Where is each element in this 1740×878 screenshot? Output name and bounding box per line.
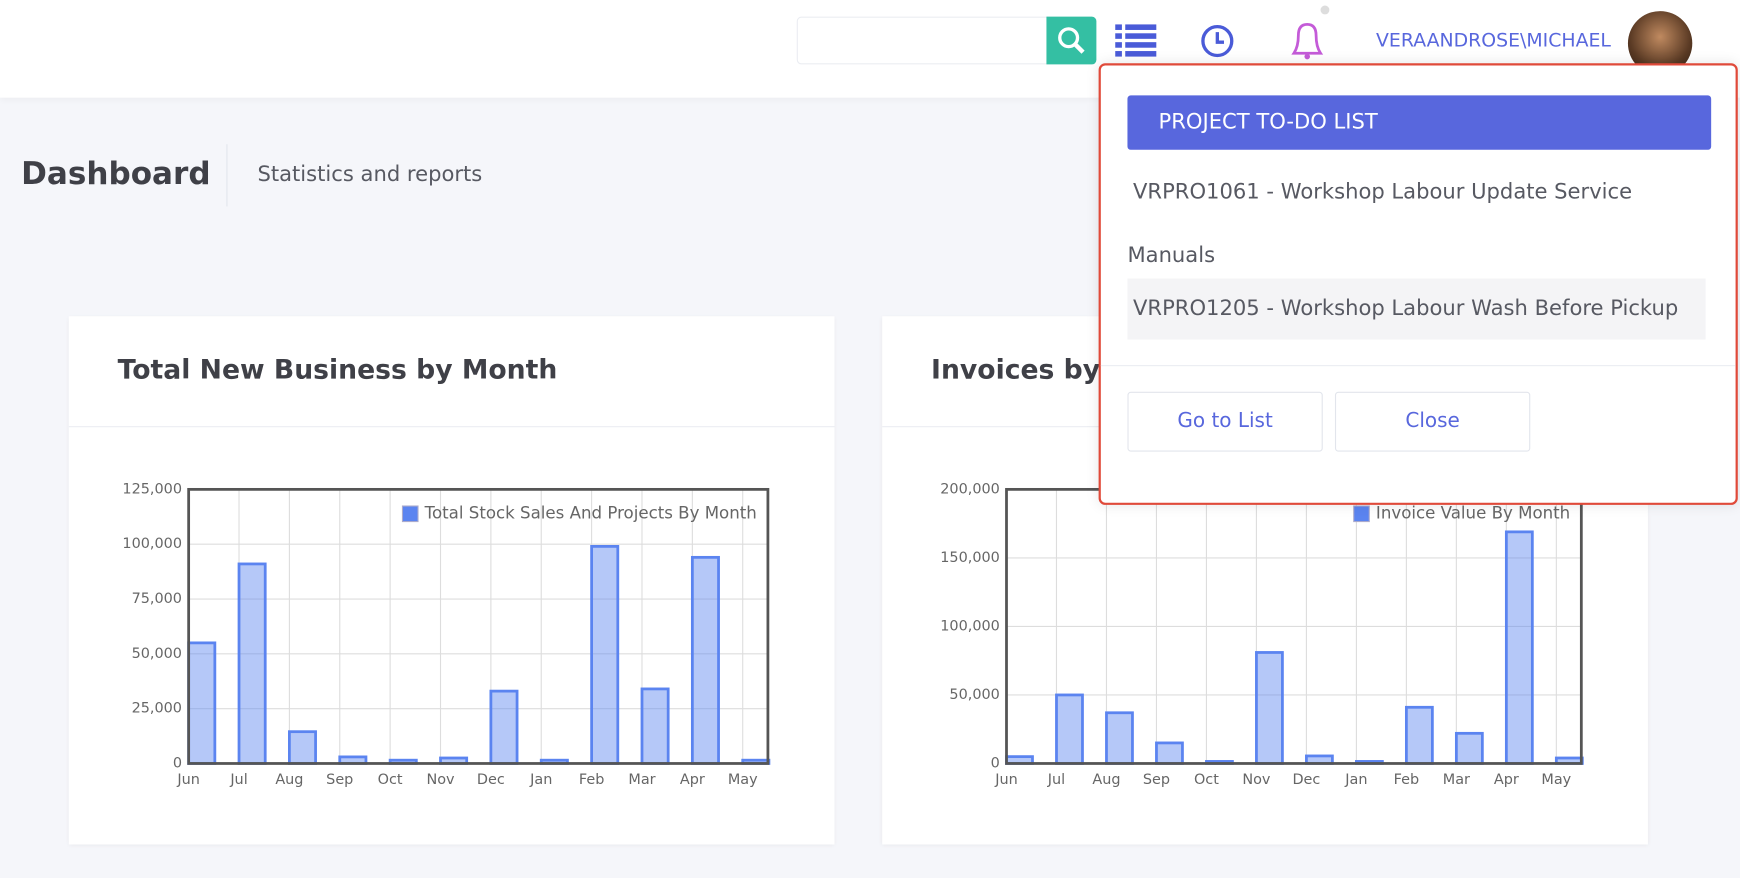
x-tick-label: Feb — [1394, 772, 1420, 788]
top-bar: VERAANDROSE\MICHAEL — [0, 0, 1740, 98]
x-tick-label: Sep — [326, 772, 353, 788]
x-tick-label: Feb — [579, 772, 605, 788]
y-tick-label: 50,000 — [132, 646, 182, 662]
chart-card: Total New Business by Month — [68, 316, 835, 845]
y-tick-label: 0 — [173, 755, 182, 771]
bar — [1105, 711, 1134, 765]
y-tick-label: 100,000 — [940, 618, 1000, 634]
legend-swatch — [401, 505, 419, 523]
todo-item[interactable]: VRPRO1061 - Workshop Labour Update Servi… — [1127, 179, 1633, 268]
bar — [1454, 731, 1484, 765]
x-tick-label: Mar — [628, 772, 655, 788]
x-tick-label: Sep — [1143, 772, 1170, 788]
x-tick-label: Oct — [1194, 772, 1219, 788]
y-tick-label: 125,000 — [122, 481, 182, 497]
bar — [690, 555, 720, 765]
x-tick-label: May — [1541, 772, 1571, 788]
legend-swatch — [1353, 505, 1370, 523]
x-tick-label: Jan — [1344, 772, 1367, 788]
y-tick-label: 25,000 — [132, 701, 182, 717]
bar — [1255, 651, 1284, 765]
x-tick-label: Jan — [529, 772, 552, 788]
close-button[interactable]: Close — [1334, 391, 1531, 452]
todo-dropdown: PROJECT TO-DO LIST VRPRO1061 - Workshop … — [1098, 63, 1738, 505]
x-tick-label: Jul — [1047, 772, 1065, 788]
x-tick-label: May — [728, 772, 758, 788]
search-icon — [1058, 27, 1085, 54]
bell-icon[interactable] — [1285, 2, 1330, 62]
bar — [1404, 705, 1434, 765]
x-tick-label: Dec — [477, 772, 505, 788]
divider — [226, 144, 228, 207]
card-title: Total New Business by Month — [117, 353, 558, 386]
bar — [187, 641, 217, 765]
x-tick-label: Jun — [176, 772, 200, 788]
x-tick-label: Jul — [229, 772, 247, 788]
bar — [489, 689, 519, 765]
x-tick-label: Apr — [1494, 772, 1519, 788]
page-title: Dashboard — [21, 155, 211, 192]
plot-frame — [187, 487, 770, 765]
y-tick-label: 50,000 — [949, 687, 999, 703]
bar — [237, 562, 267, 765]
legend-label: Invoice Value By Month — [1376, 503, 1570, 522]
x-tick-label: Aug — [275, 772, 303, 788]
card-divider — [68, 426, 835, 428]
x-tick-label: Jun — [994, 772, 1018, 788]
x-tick-label: Apr — [680, 772, 705, 788]
bar — [1055, 693, 1084, 765]
bar — [640, 687, 670, 765]
y-tick-label: 150,000 — [940, 550, 1000, 566]
bar — [288, 730, 317, 765]
x-tick-label: Mar — [1443, 772, 1470, 788]
x-tick-label: Nov — [426, 772, 455, 788]
bar — [590, 545, 620, 765]
x-tick-label: Dec — [1292, 772, 1320, 788]
y-tick-label: 75,000 — [132, 591, 182, 607]
todo-header: PROJECT TO-DO LIST — [1127, 95, 1712, 150]
y-tick-label: 100,000 — [122, 536, 182, 552]
bar — [1155, 741, 1184, 765]
x-tick-label: Oct — [378, 772, 403, 788]
user-name[interactable]: VERAANDROSE\MICHAEL — [1376, 29, 1611, 53]
page-subtitle: Statistics and reports — [257, 162, 483, 187]
todo-item[interactable]: VRPRO1205 - Workshop Labour Wash Before … — [1127, 278, 1706, 340]
todo-divider — [1100, 365, 1736, 367]
go-to-list-button[interactable]: Go to List — [1127, 391, 1323, 452]
list-icon[interactable] — [1114, 22, 1158, 58]
legend-label: Total Stock Sales And Projects By Month — [424, 503, 757, 522]
bar — [1504, 530, 1534, 765]
clock-icon[interactable] — [1198, 22, 1236, 60]
x-tick-label: Nov — [1242, 772, 1271, 788]
y-tick-label: 0 — [991, 755, 1000, 771]
search-button[interactable] — [1046, 16, 1097, 65]
y-tick-label: 200,000 — [940, 481, 1000, 497]
x-tick-label: Aug — [1092, 772, 1120, 788]
